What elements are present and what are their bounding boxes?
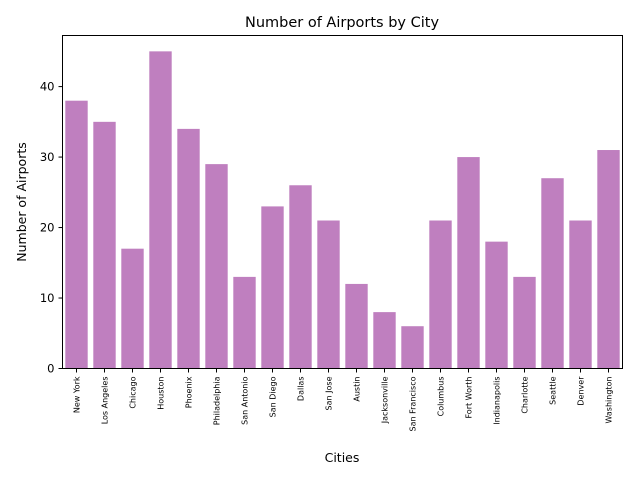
y-tick-label: 10 [40,291,55,305]
bar-phoenix [177,128,200,369]
x-tick-label: San Jose [325,376,334,410]
bar-san-jose [317,220,340,369]
bar-seattle [541,178,564,369]
bar-jacksonville [373,312,396,369]
x-tick-label: Austin [353,377,362,402]
x-tick-label: Fort Worth [465,377,474,419]
x-tick-label: Washington [605,377,614,424]
bar-washington [597,150,620,369]
y-tick-label: 0 [47,362,54,376]
bar-fort-worth [457,157,480,369]
y-tick-label: 30 [40,150,55,164]
x-tick-label: Philadelphia [213,376,222,425]
y-tick-label: 40 [40,80,55,94]
bar-denver [569,220,592,369]
x-axis: New York Los Angeles Chicago Houston Phoenix… [73,368,614,431]
chart-title: Number of Airports by City [245,15,439,31]
x-tick-label: Dallas [297,377,306,402]
x-tick-label: Houston [157,377,166,410]
bar-los-angeles [93,121,116,369]
x-tick-label: San Antonio [241,376,250,424]
x-tick-label: Columbus [437,377,446,417]
bars-layer [65,51,620,369]
bar-san-antonio [233,276,256,369]
bar-new-york [65,100,88,369]
x-tick-label: Chicago [129,376,138,408]
x-tick-label: Charlotte [521,376,530,413]
x-tick-label: Indianapolis [493,377,502,425]
bar-san-francisco [401,326,424,369]
bar-columbus [429,220,452,369]
bar-philadelphia [205,164,228,369]
bar-san-diego [261,206,284,369]
y-tick-label: 20 [40,221,55,235]
x-axis-label: Cities [325,450,360,465]
bar-chicago [121,248,144,369]
x-tick-label: San Francisco [409,376,418,431]
bar-charlotte [513,276,536,369]
y-axis: 0 10 20 30 40 [40,80,63,376]
x-tick-label: New York [73,376,82,413]
x-tick-label: Seattle [549,376,558,404]
x-tick-label: San Diego [269,376,278,417]
y-axis-label: Number of Airports [14,142,29,262]
bar-dallas [289,185,312,369]
bar-austin [345,283,368,369]
bar-houston [149,51,172,369]
bar-indianapolis [485,241,508,369]
x-tick-label: Denver [577,376,586,406]
x-tick-label: Jacksonville [381,376,390,424]
plot-frame [62,35,623,369]
x-tick-label: Los Angeles [101,377,110,425]
x-tick-label: Phoenix [185,376,194,408]
